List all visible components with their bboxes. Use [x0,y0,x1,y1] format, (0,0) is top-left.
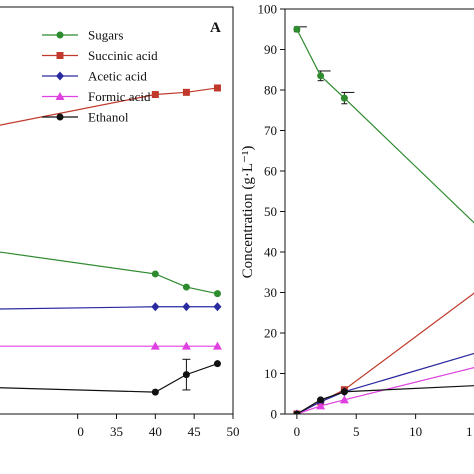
y-tick-label: 100 [258,2,278,17]
x-tick-label: 35 [110,424,123,439]
panel-a-axes: 0 35 40 45 50 [0,6,240,439]
legend-label: Ethanol [88,110,129,125]
x-tick-label: 0 [294,424,301,439]
panel-a: 0 35 40 45 50 A Sugars Succinic acid Acetic ac… [0,6,240,439]
legend-label: Succinic acid [88,48,158,63]
data-point [182,88,190,96]
x-tick-label: 45 [188,424,201,439]
legend-item: Succinic acid [42,48,158,63]
data-point [212,341,222,350]
legend-label: Acetic acid [88,69,147,84]
data-point [213,360,221,368]
panel-b-axes: 0 10 20 30 40 50 60 70 80 90 100 0 5 10 1 [258,2,474,439]
series-line [0,306,218,310]
x-tick-label: 10 [409,424,422,439]
data-point [340,94,348,102]
series-line [296,352,474,414]
y-tick-label: 90 [264,42,277,57]
data-point [339,395,349,404]
data-point [151,270,159,278]
y-tick-label: 30 [264,285,277,300]
y-tick-label: 40 [264,245,277,260]
data-point [181,341,191,350]
series-line [0,251,218,295]
legend-item: Acetic acid [42,69,147,84]
data-point [150,341,160,350]
x-tick-label: 5 [353,424,360,439]
panel-b: 0 10 20 30 40 50 60 70 80 90 100 0 5 10 1 Concentratio… [240,2,474,439]
x-tick-label: 40 [149,424,162,439]
y-tick-label: 50 [264,204,277,219]
x-tick-label: 50 [227,424,240,439]
data-point [340,388,348,396]
data-point [151,388,159,396]
legend-marker [56,52,64,59]
data-point [182,302,191,312]
error-bar [182,358,191,391]
series-line [0,363,218,393]
legend-marker [56,71,64,81]
y-tick-label: 70 [264,123,277,138]
legend-marker [56,31,64,39]
data-point [293,410,301,414]
legend-item: Formic acid [42,89,151,104]
panel-b-frame [284,8,474,415]
panel-a-label: A [210,20,221,36]
legend-label: Formic acid [88,89,151,104]
legend-label: Sugars [88,28,123,43]
series-line [296,292,474,414]
series-line [296,28,474,224]
y-tick-label: 0 [271,407,278,422]
data-point [213,302,222,312]
series-line [296,367,474,414]
data-point [151,91,159,99]
data-point [213,290,221,298]
panel-a-plot [0,84,222,396]
data-point [182,283,190,291]
x-tick-label: 1 [466,424,473,439]
y-tick-label: 10 [264,366,277,381]
y-tick-label: 60 [264,164,277,179]
data-point [317,72,325,80]
data-point [293,25,301,33]
x-tick-label: 0 [77,424,84,439]
legend-item: Sugars [42,28,123,43]
series-line [0,87,218,126]
y-axis-title: Concentration (g·L⁻¹) [240,146,256,279]
data-point [213,84,221,92]
legend-marker [55,92,65,100]
legend-marker [56,113,64,121]
panel-b-plot [292,25,474,414]
data-point [317,396,325,404]
y-tick-label: 80 [264,83,277,98]
series-line [296,385,474,414]
legend-item: Ethanol [42,110,129,125]
data-point [316,401,326,410]
data-point [151,302,160,312]
legend: Sugars Succinic acid Acetic acid Formic aci… [42,28,158,125]
y-tick-label: 20 [264,326,277,341]
